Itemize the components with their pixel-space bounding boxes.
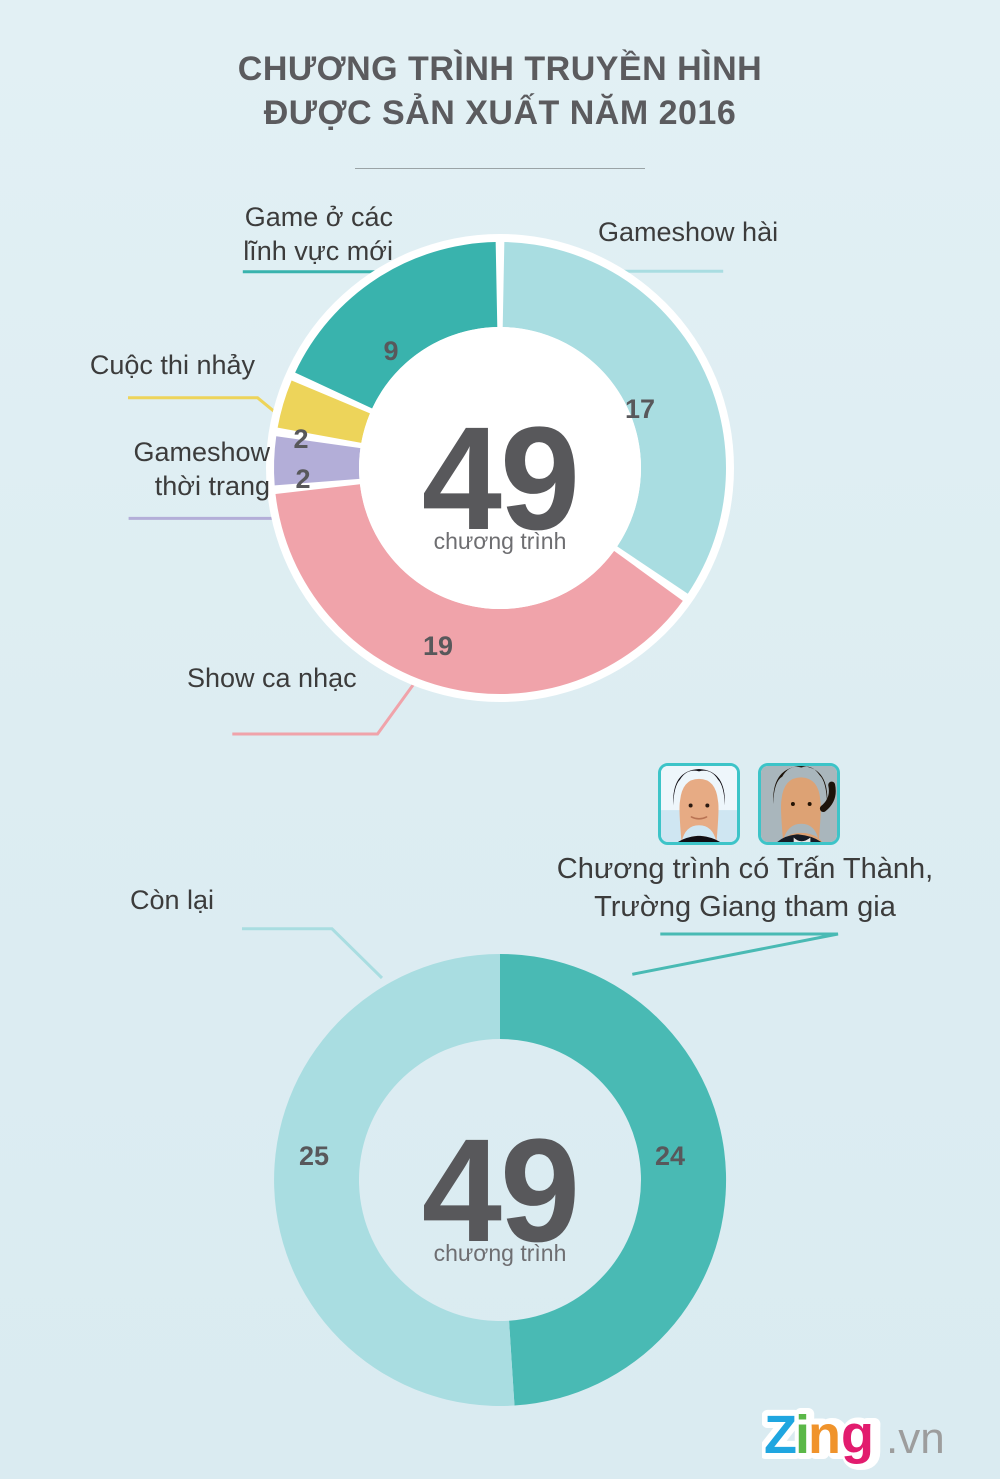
svg-text:g: g	[841, 1405, 874, 1465]
svg-text:n: n	[808, 1405, 841, 1465]
svg-text:.vn: .vn	[886, 1414, 945, 1463]
svg-text:Z: Z	[764, 1405, 797, 1465]
